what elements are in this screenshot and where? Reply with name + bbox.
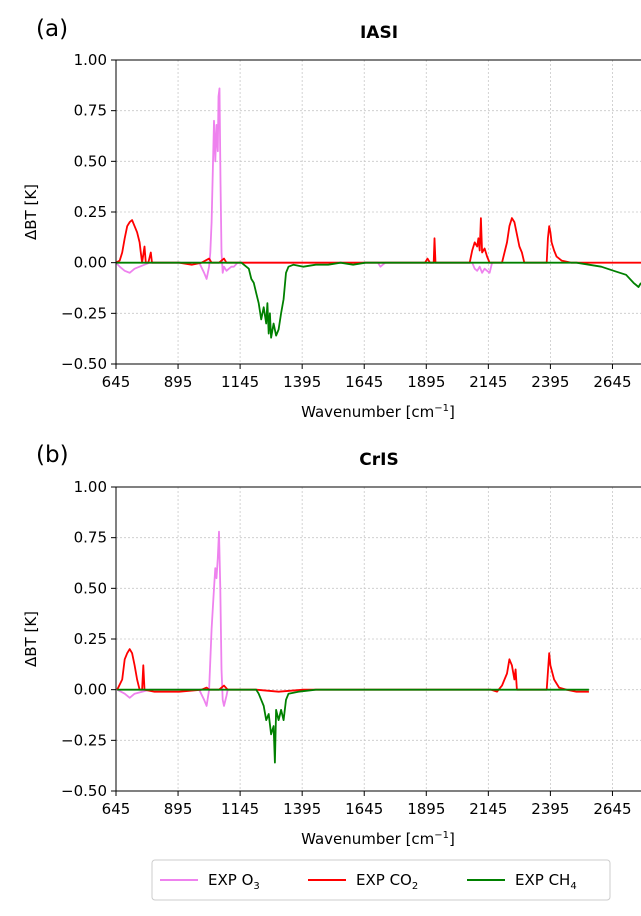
x-tick-label: 1645 bbox=[345, 800, 383, 818]
series-line-ch4 bbox=[117, 688, 589, 764]
y-axis-label: ΔBT [K] bbox=[22, 184, 40, 240]
legend-label-ch4: EXP CH4 bbox=[515, 871, 577, 892]
y-tick-label: −0.50 bbox=[61, 355, 107, 373]
panel-label: (b) bbox=[36, 442, 69, 468]
series-line-ch4 bbox=[116, 261, 641, 339]
x-tick-label: 2395 bbox=[531, 373, 569, 391]
x-tick-label: 645 bbox=[102, 800, 131, 818]
x-tick-label: 895 bbox=[164, 373, 193, 391]
panel-label: (a) bbox=[36, 16, 68, 42]
y-tick-label: −0.25 bbox=[61, 304, 107, 322]
x-tick-label: 1895 bbox=[407, 373, 445, 391]
y-tick-label: 0.00 bbox=[74, 681, 107, 699]
x-tick-label: 2395 bbox=[531, 800, 569, 818]
y-axis-label: ΔBT [K] bbox=[22, 611, 40, 667]
chart-title: CrIS bbox=[359, 450, 398, 470]
y-tick-label: 0.25 bbox=[74, 630, 107, 648]
x-tick-label: 895 bbox=[164, 800, 193, 818]
panel-iasi: (a) IASI 1.00 0.75 0.50 0.25 0.00 −0.25 −0.50645… bbox=[22, 16, 641, 421]
y-tick-label: 0.00 bbox=[74, 254, 107, 272]
y-tick-label: −0.25 bbox=[61, 731, 107, 749]
x-tick-label: 1395 bbox=[283, 800, 321, 818]
y-tick-label: 0.50 bbox=[74, 152, 107, 170]
legend-box bbox=[151, 859, 611, 901]
x-tick-label: 2645 bbox=[593, 373, 631, 391]
y-tick-label: 0.25 bbox=[74, 203, 107, 221]
y-tick-label: −0.50 bbox=[61, 782, 107, 800]
x-tick-label: 1895 bbox=[407, 800, 445, 818]
x-tick-label: 2145 bbox=[469, 373, 507, 391]
series-line-co2 bbox=[116, 648, 589, 693]
series-line-o3 bbox=[116, 530, 229, 707]
legend: EXP O3 EXP CO2 EXP CH4 bbox=[151, 859, 611, 901]
x-tick-label: 1645 bbox=[345, 373, 383, 391]
x-tick-label: 1395 bbox=[283, 373, 321, 391]
chart-title: IASI bbox=[360, 23, 398, 43]
y-tick-label: 1.00 bbox=[74, 478, 107, 496]
y-tick-label: 0.75 bbox=[74, 102, 107, 120]
legend-label-co2: EXP CO2 bbox=[356, 871, 418, 892]
x-tick-label: 2645 bbox=[593, 800, 631, 818]
x-tick-label: 1145 bbox=[221, 373, 259, 391]
panel-cris: (b) CrIS 1.00 0.75 0.50 0.25 0.00 −0.25 −0.50645… bbox=[22, 442, 641, 848]
y-tick-label: 0.75 bbox=[74, 529, 107, 547]
x-axis-label: Wavenumber [cm−1] bbox=[301, 830, 455, 848]
legend-label-o3: EXP O3 bbox=[208, 871, 260, 892]
x-tick-label: 1145 bbox=[221, 800, 259, 818]
x-tick-label: 645 bbox=[102, 373, 131, 391]
x-axis-label: Wavenumber [cm−1] bbox=[301, 403, 455, 421]
x-tick-label: 2145 bbox=[469, 800, 507, 818]
y-tick-label: 0.50 bbox=[74, 579, 107, 597]
series-line-co2 bbox=[116, 217, 641, 266]
y-tick-label: 1.00 bbox=[74, 51, 107, 69]
